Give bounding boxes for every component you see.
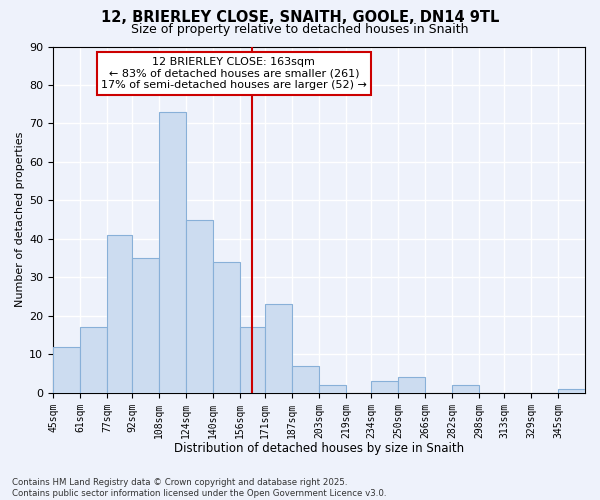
Y-axis label: Number of detached properties: Number of detached properties	[15, 132, 25, 308]
Bar	[107, 235, 132, 393]
Text: 12, BRIERLEY CLOSE, SNAITH, GOOLE, DN14 9TL: 12, BRIERLEY CLOSE, SNAITH, GOOLE, DN14 …	[101, 10, 499, 25]
Bar	[265, 304, 292, 393]
X-axis label: Distribution of detached houses by size in Snaith: Distribution of detached houses by size …	[174, 442, 464, 455]
Text: Size of property relative to detached houses in Snaith: Size of property relative to detached ho…	[131, 22, 469, 36]
Bar	[319, 385, 346, 393]
Bar	[53, 346, 80, 393]
Bar	[186, 220, 213, 393]
Bar	[213, 262, 240, 393]
Bar	[558, 389, 585, 393]
Bar	[159, 112, 186, 393]
Text: 12 BRIERLEY CLOSE: 163sqm
← 83% of detached houses are smaller (261)
17% of semi: 12 BRIERLEY CLOSE: 163sqm ← 83% of detac…	[101, 57, 367, 90]
Bar	[80, 328, 107, 393]
Bar	[132, 258, 159, 393]
Bar	[371, 382, 398, 393]
Bar	[240, 328, 265, 393]
Text: Contains HM Land Registry data © Crown copyright and database right 2025.
Contai: Contains HM Land Registry data © Crown c…	[12, 478, 386, 498]
Bar	[292, 366, 319, 393]
Bar	[452, 385, 479, 393]
Bar	[398, 378, 425, 393]
